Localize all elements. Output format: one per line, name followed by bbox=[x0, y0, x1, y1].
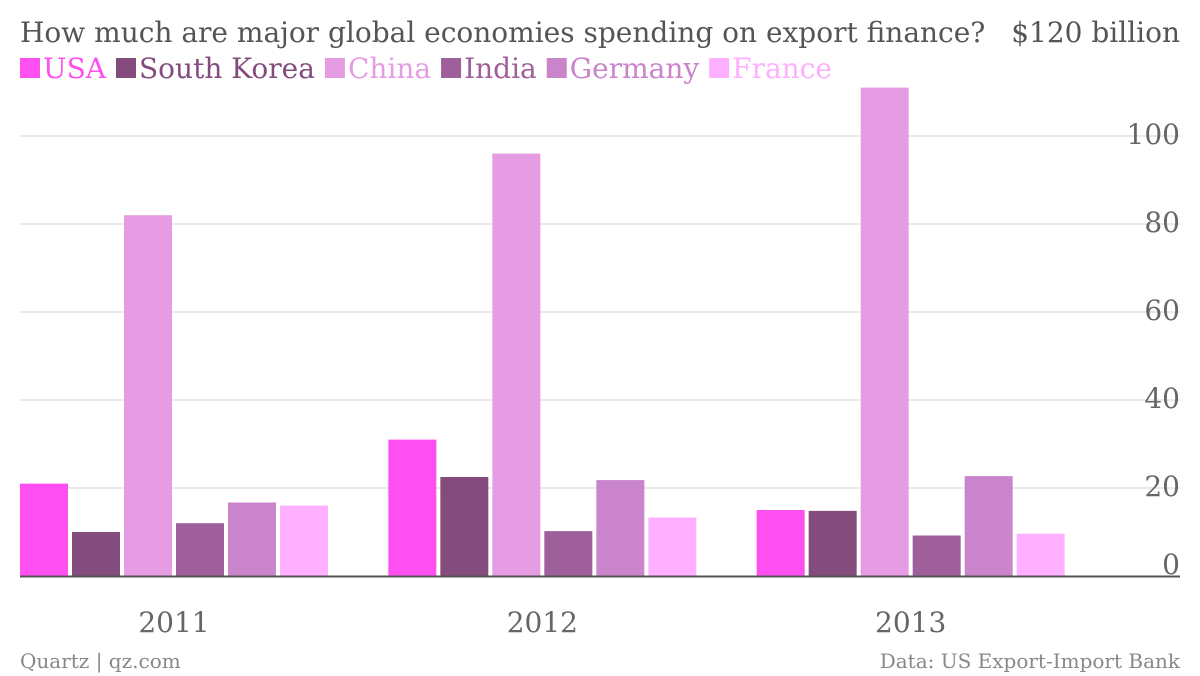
y-axis-label: $120 billion bbox=[1011, 16, 1180, 49]
legend-label-germany: Germany bbox=[570, 52, 700, 85]
bar-india-2011 bbox=[176, 523, 224, 576]
legend-swatch-usa bbox=[20, 58, 40, 78]
y-tick-20: 20 bbox=[1144, 470, 1180, 503]
legend: USA South Korea China India Germany France bbox=[20, 52, 832, 85]
y-axis-ticks: 0 20 40 60 80 100 bbox=[1127, 118, 1180, 581]
bars bbox=[20, 87, 1065, 576]
data-source: Data: US Export-Import Bank bbox=[880, 649, 1181, 673]
legend-swatch-india bbox=[441, 58, 462, 78]
x-tick-2012: 2012 bbox=[507, 606, 578, 639]
bar-china-2011 bbox=[124, 215, 172, 576]
bar-usa-2011 bbox=[20, 483, 68, 576]
bar-south-korea-2011 bbox=[72, 532, 120, 576]
y-tick-60: 60 bbox=[1144, 294, 1180, 327]
y-tick-100: 100 bbox=[1127, 118, 1180, 151]
x-axis-ticks: 2011 2012 2013 bbox=[138, 606, 946, 639]
legend-label-south-korea: South Korea bbox=[139, 52, 315, 85]
legend-swatch-germany bbox=[546, 58, 567, 78]
bar-germany-2012 bbox=[596, 480, 645, 576]
legend-swatch-france bbox=[709, 58, 730, 78]
bar-usa-2012 bbox=[388, 439, 437, 576]
y-tick-40: 40 bbox=[1144, 382, 1180, 415]
bar-india-2013 bbox=[912, 535, 961, 576]
legend-swatch-south-korea bbox=[116, 58, 136, 78]
y-tick-0: 0 bbox=[1162, 548, 1180, 581]
bar-usa-2013 bbox=[756, 510, 805, 576]
legend-label-france: France bbox=[732, 52, 832, 85]
source-credit: Quartz | qz.com bbox=[20, 649, 181, 674]
bar-france-2013 bbox=[1016, 533, 1065, 576]
chart-title: How much are major global economies spen… bbox=[20, 16, 985, 49]
bar-south-korea-2013 bbox=[808, 510, 857, 576]
bar-india-2012 bbox=[544, 531, 593, 576]
gridlines bbox=[20, 135, 1180, 489]
bar-france-2011 bbox=[280, 505, 328, 576]
legend-swatch-china bbox=[324, 58, 345, 78]
bar-china-2012 bbox=[492, 153, 541, 576]
legend-label-china: China bbox=[348, 52, 431, 85]
bar-germany-2011 bbox=[228, 502, 276, 576]
x-tick-2013: 2013 bbox=[875, 606, 946, 639]
y-tick-80: 80 bbox=[1144, 206, 1180, 239]
bar-france-2012 bbox=[648, 517, 697, 576]
bar-south-korea-2012 bbox=[440, 477, 489, 576]
bar-china-2013 bbox=[860, 87, 909, 576]
legend-label-india: India bbox=[464, 52, 537, 85]
x-tick-2011: 2011 bbox=[138, 606, 209, 639]
bar-germany-2013 bbox=[964, 476, 1013, 576]
legend-label-usa: USA bbox=[43, 52, 107, 85]
